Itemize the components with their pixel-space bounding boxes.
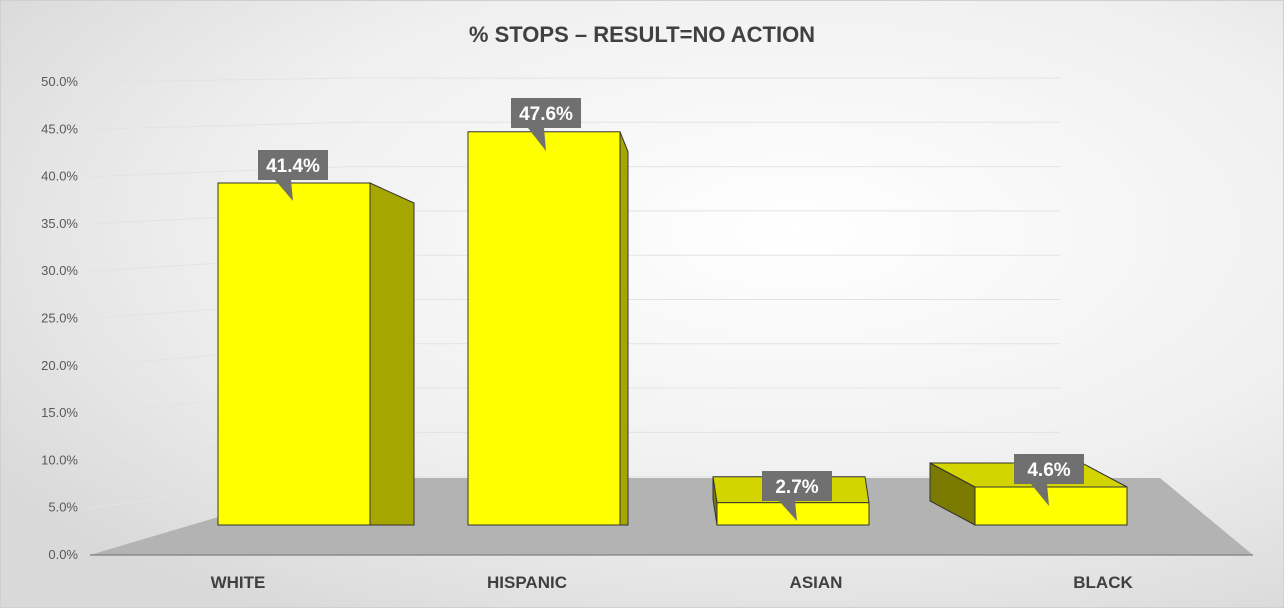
bar-front-face [467,131,621,526]
category-label: WHITE [211,573,266,592]
data-label-pointer [779,501,797,521]
data-label: 4.6% [1014,454,1084,506]
data-label-text: 47.6% [519,104,573,125]
y-axis: 0.0% 5.0% 10.0% 15.0% 20.0% 25.0% 30.0% 35.0% 40… [41,74,1253,562]
gridline-diagonal [89,121,351,130]
bars [217,131,1128,526]
bar-front-face [974,486,1128,526]
y-tick-label: 25.0% [41,311,78,326]
chart-title: % STOPS – RESULT=NO ACTION [468,22,816,47]
category-label: BLACK [1073,573,1133,592]
y-tick-label: 0.0% [48,547,78,562]
data-label-box [1014,454,1084,484]
y-tick-label: 20.0% [41,358,78,373]
bar-front-face [217,182,371,526]
gridline-diagonal [89,77,351,83]
data-labels: 41.4% 47.6% 2.7% 4.6% [258,98,1084,521]
category-label: HISPANIC [487,573,567,592]
data-label-text: 2.7% [775,477,818,498]
y-tick-label: 10.0% [41,452,78,467]
y-tick-label: 50.0% [41,74,78,89]
data-label: 2.7% [762,471,832,521]
x-axis: WHITE HISPANIC ASIAN BLACK [211,573,1134,592]
data-label-box [511,98,581,128]
y-tick-label: 15.0% [41,405,78,420]
y-tick-label: 40.0% [41,169,78,184]
y-tick-label: 35.0% [41,216,78,231]
data-label-text: 41.4% [266,156,320,177]
y-tick-label: 30.0% [41,263,78,278]
data-label: 47.6% [511,98,581,151]
data-label: 41.4% [258,150,328,201]
bar-side-face [369,182,415,526]
data-label-box [258,150,328,180]
data-label-pointer [528,128,546,151]
data-label-text: 4.6% [1027,460,1070,481]
y-tick-label: 45.0% [41,121,78,136]
data-label-box [762,471,832,501]
data-label-pointer [1031,484,1049,506]
y-tick-label: 5.0% [48,500,78,515]
bar-hispanic [467,131,629,526]
bar-white [217,182,415,526]
bar-side-face [619,131,629,526]
data-label-pointer [275,180,293,201]
category-label: ASIAN [790,573,843,592]
